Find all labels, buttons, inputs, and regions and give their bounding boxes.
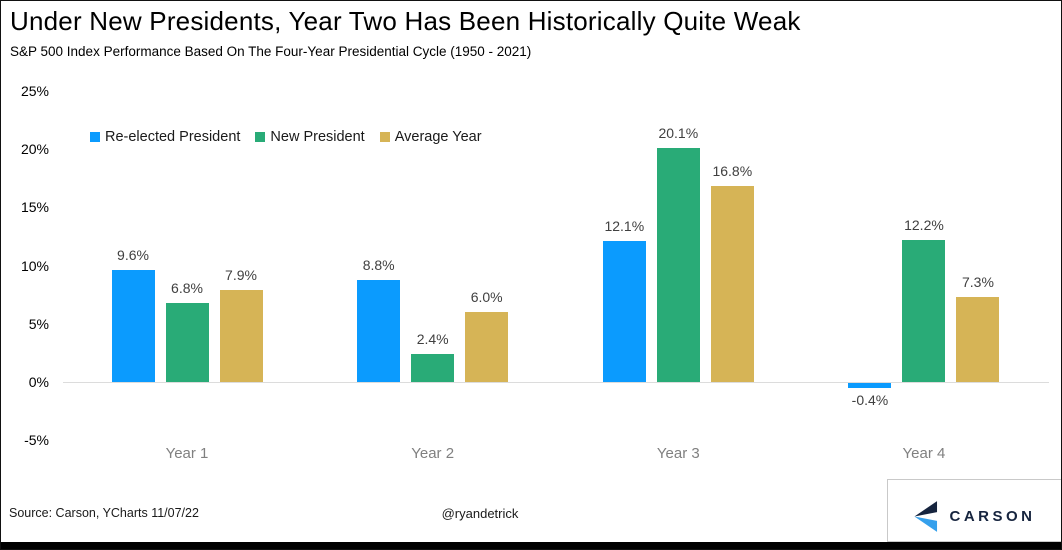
bar-year4-re-elected-president — [848, 383, 892, 388]
bar-year2-new-president — [411, 354, 455, 382]
twitter-handle: @ryandetrick — [441, 506, 519, 521]
chart-title: Under New Presidents, Year Two Has Been … — [10, 6, 801, 36]
bar-value-label: 12.1% — [604, 218, 645, 235]
bar-value-label: 2.4% — [416, 331, 449, 348]
legend-swatch-green-icon — [255, 132, 266, 142]
x-axis-category-label: Year 4 — [902, 445, 946, 462]
bottom-bar — [1, 542, 1061, 549]
bar-year4-new-president — [902, 239, 946, 382]
y-axis-tick-label: -5% — [24, 432, 49, 449]
bar-value-label: 9.6% — [117, 247, 149, 264]
legend-item-average-year: Average Year — [379, 129, 482, 145]
bar-year1-average-year — [219, 290, 263, 382]
bar-year2-re-elected-president — [357, 279, 401, 382]
legend-item-new-president: New President — [255, 129, 365, 145]
carson-chevron-icon — [914, 501, 938, 532]
y-axis-tick-label: 15% — [20, 199, 49, 216]
legend: Re-elected President New President Avera… — [90, 129, 482, 145]
bar-value-label: 8.8% — [362, 256, 395, 273]
legend-label: Re-elected President — [105, 129, 241, 145]
bar-year4-average-year — [956, 297, 1000, 382]
legend-swatch-blue-icon — [90, 132, 100, 142]
bar-value-label: 16.8% — [712, 163, 753, 180]
y-axis-tick-label: 20% — [20, 141, 49, 158]
x-axis-category-label: Year 3 — [656, 445, 700, 462]
bar-year3-average-year — [710, 186, 754, 382]
chart-subtitle: S&P 500 Index Performance Based On The F… — [10, 44, 532, 59]
x-axis-category-label: Year 2 — [411, 445, 455, 462]
x-axis-category-label: Year 1 — [165, 445, 209, 462]
source-note: Source: Carson, YCharts 11/07/22 — [9, 506, 199, 520]
bar-year2-average-year — [465, 312, 509, 382]
carson-logo: CARSON — [887, 479, 1061, 542]
carson-logo-inner: CARSON — [913, 501, 1035, 532]
legend-swatch-gold-icon — [379, 132, 390, 142]
y-axis-tick-label: 25% — [20, 83, 49, 99]
x-axis-zero-line — [63, 382, 1049, 383]
bar-value-label: 7.3% — [962, 274, 994, 291]
legend-item-reelected: Re-elected President — [90, 129, 240, 145]
bar-value-label: 12.2% — [904, 216, 944, 233]
bar-year3-re-elected-president — [602, 241, 646, 382]
y-axis-tick-label: 10% — [20, 257, 49, 274]
bar-value-label: -0.4% — [851, 391, 889, 408]
y-axis-tick-label: 5% — [28, 315, 49, 332]
bar-value-label: 20.1% — [658, 125, 699, 142]
bar-year1-new-president — [165, 302, 209, 382]
legend-label: Average Year — [394, 129, 482, 145]
bar-value-label: 7.9% — [225, 267, 257, 284]
bar-year3-new-president — [656, 148, 700, 382]
y-axis-tick-label: 0% — [28, 374, 49, 390]
bar-value-label: 6.0% — [470, 289, 503, 306]
bar-value-label: 6.8% — [171, 279, 203, 296]
carson-logo-text: CARSON — [949, 508, 1036, 525]
bar-year1-re-elected-president — [111, 270, 155, 382]
legend-label: New President — [270, 129, 365, 145]
